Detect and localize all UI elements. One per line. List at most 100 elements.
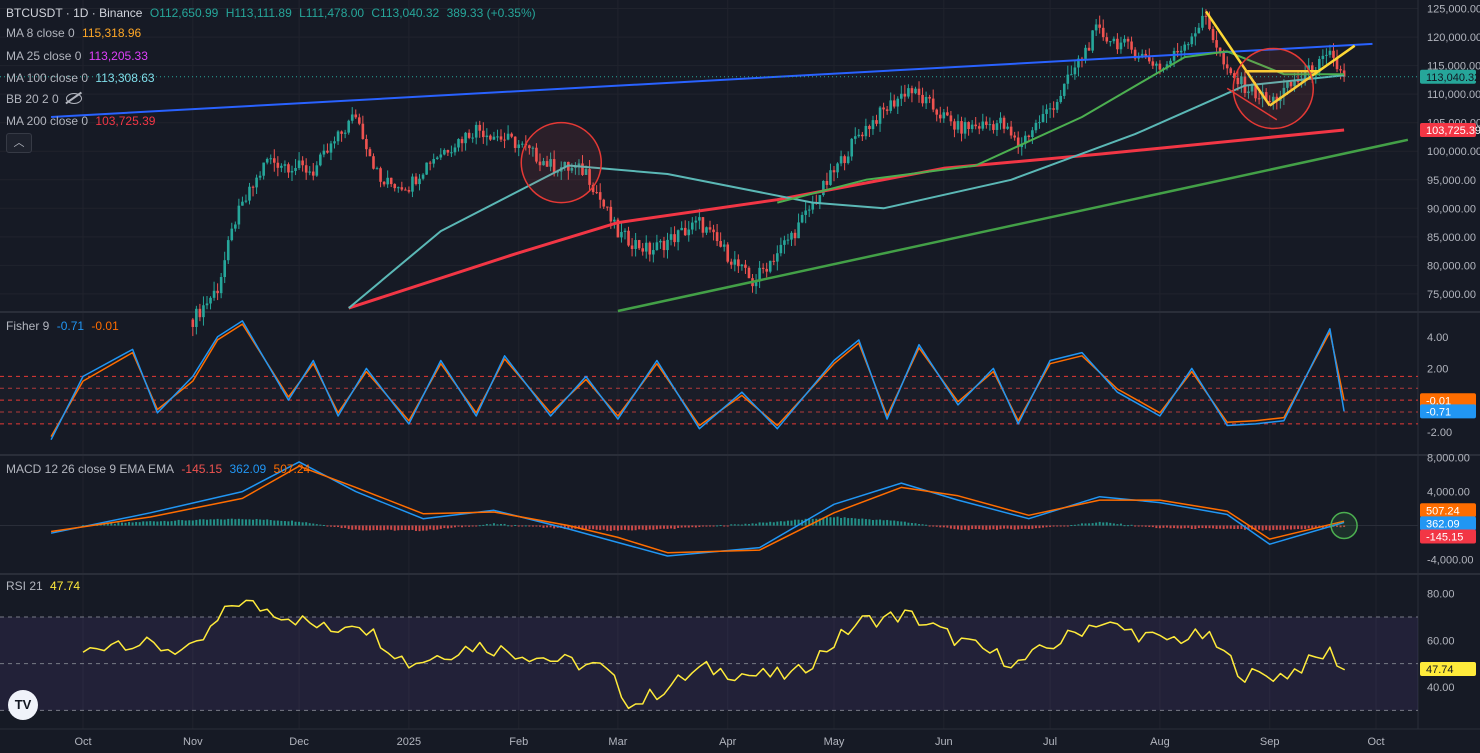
candle-body	[1140, 53, 1144, 58]
candle-body	[368, 149, 372, 157]
price-pane[interactable]	[0, 7, 1418, 337]
macd-histogram-bar	[1272, 525, 1275, 530]
macd-histogram-bar	[907, 522, 910, 526]
candle-body	[375, 168, 379, 170]
ma25-legend[interactable]: MA 25 close 0 113,205.33	[6, 48, 152, 64]
candle-body	[1031, 130, 1034, 137]
macd-histogram-bar	[475, 525, 478, 527]
macd-histogram-bar	[524, 525, 527, 527]
candle-body	[1254, 85, 1257, 99]
candle-body	[627, 230, 630, 246]
candle-body	[729, 261, 733, 265]
macd-histogram-bar	[1155, 525, 1158, 529]
candle-body	[315, 165, 319, 176]
candle-body	[861, 134, 864, 137]
macd-histogram-bar	[213, 519, 216, 526]
macd-histogram-bar	[928, 525, 931, 527]
macd-histogram-bar	[120, 522, 123, 526]
ma100-legend[interactable]: MA 100 close 0 113,308.63	[6, 70, 159, 86]
bb-legend[interactable]: BB 20 2 0	[6, 91, 86, 107]
fisher-value-2: -0.01	[91, 319, 119, 333]
price-tick-label: 110,000.00	[1427, 89, 1480, 101]
candle-body	[382, 181, 386, 185]
candle-body	[361, 123, 365, 139]
ma200-legend[interactable]: MA 200 close 0 103,725.39	[6, 113, 159, 129]
macd-histogram-bar	[1003, 525, 1006, 529]
macd-histogram-bar	[616, 525, 619, 531]
macd-histogram-bar	[1197, 525, 1200, 529]
macd-tick-label: -4,000.00	[1427, 554, 1473, 566]
low-value: L111,478.00	[299, 6, 365, 20]
candle-body	[1002, 117, 1006, 129]
ma8-legend[interactable]: MA 8 close 0 115,318.96	[6, 25, 145, 41]
candle-body	[1066, 74, 1070, 84]
macd-histogram-bar	[283, 521, 286, 526]
candle-body	[839, 156, 843, 164]
ma100-value: 113,308.63	[95, 71, 155, 85]
high-value: H113,111.89	[225, 6, 292, 20]
macd-histogram-bar	[333, 525, 336, 527]
highlight-circle	[1232, 47, 1315, 130]
collapse-legend-button[interactable]: ︿	[6, 133, 32, 153]
macd-histogram-bar	[609, 525, 612, 531]
time-axis[interactable]: Oct Nov Dec 2025 Feb Mar Apr May Jun Jul Aug Sep Oct	[74, 736, 1384, 748]
macd-legend[interactable]: MACD 12 26 close 9 EMA EMA -145.15 362.0…	[6, 461, 314, 477]
macd-histogram-bar	[188, 520, 191, 526]
macd-histogram-bar	[691, 525, 694, 528]
fisher-legend[interactable]: Fisher 9 -0.71 -0.01	[6, 318, 123, 334]
candle-body	[219, 277, 223, 294]
candle-body	[1233, 73, 1236, 78]
candle-body	[776, 253, 779, 262]
macd-histogram-bar	[500, 523, 503, 526]
macd-histogram-bar	[1148, 525, 1151, 527]
macd-histogram-bar	[1059, 525, 1062, 527]
candle-body	[570, 167, 574, 171]
macd-histogram-bar	[1165, 525, 1168, 528]
candle-body	[669, 234, 673, 240]
macd-histogram-bar	[716, 525, 719, 527]
candle-body	[311, 171, 315, 176]
candle-body	[1006, 126, 1009, 129]
macd-histogram-bar	[1275, 525, 1278, 530]
macd-histogram-bar	[553, 525, 556, 529]
macd-histogram-bar	[1236, 525, 1239, 529]
macd-histogram-bar	[446, 525, 449, 529]
candle-body	[1229, 68, 1233, 74]
candle-body	[988, 124, 992, 126]
candle-body	[1169, 60, 1172, 65]
macd-histogram-bar	[942, 525, 945, 528]
candle-body	[584, 169, 588, 175]
candle-body	[457, 139, 460, 148]
candle-body	[510, 133, 513, 137]
symbol-legend[interactable]: BTCUSDT · 1D · Binance O112,650.99 H113,…	[6, 5, 540, 21]
macd-histogram-bar	[404, 525, 407, 531]
candle-body	[783, 240, 786, 245]
macd-histogram-bar	[305, 522, 308, 526]
candle-body	[722, 244, 726, 247]
macd-histogram-bar	[808, 518, 811, 526]
macd-hist-value: -145.15	[181, 462, 223, 476]
candle-body	[931, 98, 935, 110]
candle-body	[471, 137, 474, 139]
macd-histogram-bar	[953, 525, 956, 530]
hidden-eye-icon[interactable]	[65, 91, 83, 104]
candle-body	[372, 156, 375, 169]
macd-pane[interactable]	[0, 461, 1418, 557]
price-tick-label: 100,000.00	[1427, 146, 1480, 158]
rsi-legend[interactable]: RSI 21 47.74	[6, 578, 84, 594]
candle-body	[917, 88, 921, 95]
macd-histogram-bar	[932, 525, 935, 527]
price-tick-label: 75,000.00	[1427, 289, 1476, 301]
macd-histogram-bar	[156, 521, 159, 526]
macd-histogram-bar	[645, 525, 648, 531]
candle-body	[871, 120, 875, 130]
symbol-title[interactable]: BTCUSDT · 1D · Binance	[6, 6, 143, 20]
tradingview-logo-icon[interactable]: TV	[8, 690, 38, 720]
fisher-pane[interactable]	[0, 320, 1418, 441]
candle-body	[715, 232, 719, 242]
macd-histogram-bar	[1084, 523, 1087, 526]
macd-histogram-bar	[429, 525, 432, 530]
rsi-pane[interactable]	[0, 599, 1418, 711]
macd-histogram-bar	[1212, 525, 1215, 529]
